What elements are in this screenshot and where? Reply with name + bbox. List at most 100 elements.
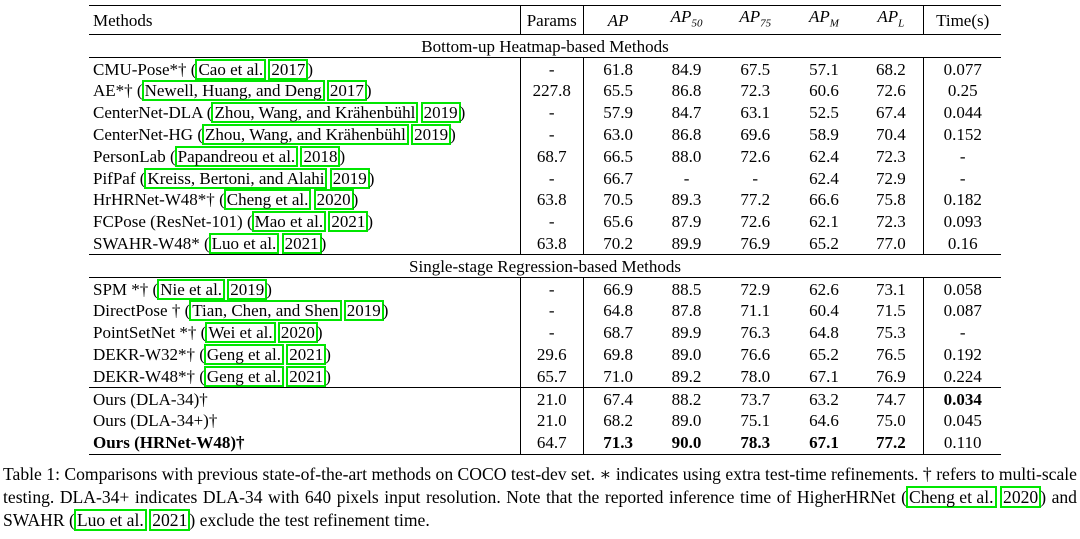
time-cell: 0.044 (923, 101, 1001, 124)
citation-year-link[interactable]: 2021 (286, 343, 327, 365)
method-name: FCPose (ResNet-101) (93, 212, 243, 232)
header-apm: APM (789, 4, 859, 35)
ap-cell: 71.0 (583, 365, 653, 388)
citation-year-link[interactable]: 2019 (343, 300, 384, 322)
table-row: Ours (HRNet-W48)† 64.7 71.3 90.0 78.3 67.1 77.… (89, 431, 1001, 455)
citation-year-link[interactable]: 2021 (281, 232, 322, 254)
header-ap75: AP75 (720, 4, 790, 35)
apm-cell: 62.4 (809, 168, 839, 188)
time-cell: 0.192 (923, 343, 1001, 366)
table-row: PointSetNet *† (Wei et al. 2020) -68.7 89.… (89, 321, 1001, 344)
ap-cell: 68.2 (583, 409, 653, 432)
citation-year-link[interactable]: 2021 (149, 509, 191, 531)
apl-cell: 73.1 (858, 277, 924, 300)
citation-link[interactable]: Luo et al. (208, 232, 280, 254)
apl-cell: 75.8 (875, 190, 906, 210)
citation-year-link[interactable]: 2017 (326, 80, 367, 102)
apm-cell: 63.2 (789, 387, 859, 410)
citation-link[interactable]: Kreiss, Bertoni, and Alahi (144, 167, 328, 189)
citation-link[interactable]: Zhou, Wang, and Krähenbühl (202, 123, 409, 145)
citation-link[interactable]: Cao et al. (195, 58, 267, 80)
citation-year-link[interactable]: 2017 (268, 58, 309, 80)
ap75-cell: 71.1 (740, 301, 771, 321)
citation-year-link[interactable]: 2021 (286, 365, 327, 387)
ap-cell: 61.8 (583, 57, 653, 80)
table-row: SWAHR-W48* (Luo et al. 2021) 63.8 70.2 89.9… (89, 232, 1001, 255)
citation-link[interactable]: Papandreou et al. (174, 145, 299, 167)
table-row: FCPose (ResNet-101) (Mao et al. 2021) -65… (89, 210, 1001, 233)
time-cell: 0.077 (923, 57, 1001, 80)
apl-cell: 72.3 (875, 212, 906, 232)
citation-link[interactable]: Tian, Chen, and Shen (189, 300, 342, 322)
citation-year-link[interactable]: 2019 (420, 102, 461, 124)
ap-cell: 70.2 (583, 232, 653, 255)
time-cell: 0.182 (923, 188, 1001, 211)
ap75-cell: 78.3 (720, 431, 790, 455)
method-cell: DEKR-W32*† (Geng et al. 2021) (93, 343, 331, 365)
section-row-single-stage: Single-stage Regression-based Methods (89, 254, 1001, 278)
citation-link[interactable]: Geng et al. (203, 343, 285, 365)
citation-link[interactable]: Luo et al. (73, 509, 147, 531)
citation-year-link[interactable]: 2019 (227, 278, 268, 300)
method-cell: Ours (HRNet-W48)† (89, 431, 520, 455)
ap-cell: 64.8 (583, 299, 653, 322)
citation-link[interactable]: Zhou, Wang, and Krähenbühl (211, 102, 419, 124)
table-row: DEKR-W32*† (Geng et al. 2021) 29.6 69.8 89.… (89, 343, 1001, 366)
method-cell: PifPaf (Kreiss, Bertoni, and Alahi 2019) (93, 167, 375, 189)
citation-link[interactable]: Cheng et al. (905, 486, 997, 508)
ap75-cell: 72.6 (740, 146, 771, 166)
citation-year-link[interactable]: 2020 (277, 322, 318, 344)
method-name: SPM *† (93, 279, 149, 299)
ap-cell: 63.0 (583, 123, 653, 146)
section-title: Single-stage Regression-based Methods (89, 254, 1001, 278)
citation-year-link[interactable]: 2019 (329, 167, 370, 189)
citation-link[interactable]: Geng et al. (203, 365, 285, 387)
ap50-cell: 84.9 (652, 57, 721, 80)
time-cell: - (923, 321, 1001, 344)
apm-cell: 62.1 (809, 212, 839, 232)
apm-cell: 62.6 (789, 277, 859, 300)
params-cell: 227.8 (519, 79, 584, 102)
params-cell: - (519, 167, 584, 189)
ap75-cell: 76.9 (740, 233, 771, 253)
citation-year-link[interactable]: 2019 (411, 123, 452, 145)
ap50-cell: 88.5 (652, 277, 721, 300)
method-name: PointSetNet *† (93, 323, 197, 343)
params-cell: 21.0 (519, 387, 584, 410)
citation-year-link[interactable]: 2021 (328, 211, 369, 233)
method-cell: Ours (DLA-34)† (89, 387, 520, 410)
params-cell: - (519, 57, 584, 80)
ap-cell: 68.7 (583, 321, 653, 344)
citation-link[interactable]: Mao et al. (251, 211, 327, 233)
apl-cell: 72.9 (875, 168, 906, 188)
apl-cell: 74.7 (858, 387, 924, 410)
apm-cell: 65.2 (809, 344, 839, 364)
citation-year-link[interactable]: 2018 (300, 145, 341, 167)
results-table: Methods Params AP AP50 AP75 APM APL Time… (89, 4, 1001, 455)
citation-link[interactable]: Nie et al. (157, 278, 226, 300)
apm-cell: 66.6 (809, 190, 839, 210)
citation-link[interactable]: Cheng et al. (223, 189, 312, 211)
ap75-cell: 77.2 (740, 190, 771, 210)
citation-link[interactable]: Newell, Huang, and Deng (141, 80, 325, 102)
time-cell: 0.110 (923, 431, 1001, 455)
ap50-cell: 86.8 (671, 124, 702, 144)
method-name: SWAHR-W48* (93, 233, 200, 253)
section-title: Bottom-up Heatmap-based Methods (89, 34, 1001, 58)
method-cell: CenterNet-DLA (Zhou, Wang, and Krähenbüh… (93, 102, 466, 124)
params-cell: 64.7 (519, 431, 584, 455)
citation-year-link[interactable]: 2020 (313, 189, 354, 211)
ap50-cell: 89.3 (671, 190, 702, 210)
apl-cell: 76.9 (875, 366, 906, 386)
ap50-cell: 87.8 (671, 301, 702, 321)
params-cell: 68.7 (519, 145, 584, 168)
citation-year-link[interactable]: 2020 (1000, 486, 1042, 508)
time-cell: 0.045 (923, 409, 1001, 432)
table-header-row: Methods Params AP AP50 AP75 APM APL Time… (89, 4, 1001, 35)
apm-cell: 67.1 (789, 431, 859, 455)
ap50-cell: 88.0 (671, 146, 702, 166)
time-cell: - (923, 145, 1001, 168)
ap-cell: 70.5 (583, 188, 653, 211)
citation-link[interactable]: Wei et al. (205, 322, 276, 344)
results-table-container: Methods Params AP AP50 AP75 APM APL Time… (89, 4, 1001, 455)
